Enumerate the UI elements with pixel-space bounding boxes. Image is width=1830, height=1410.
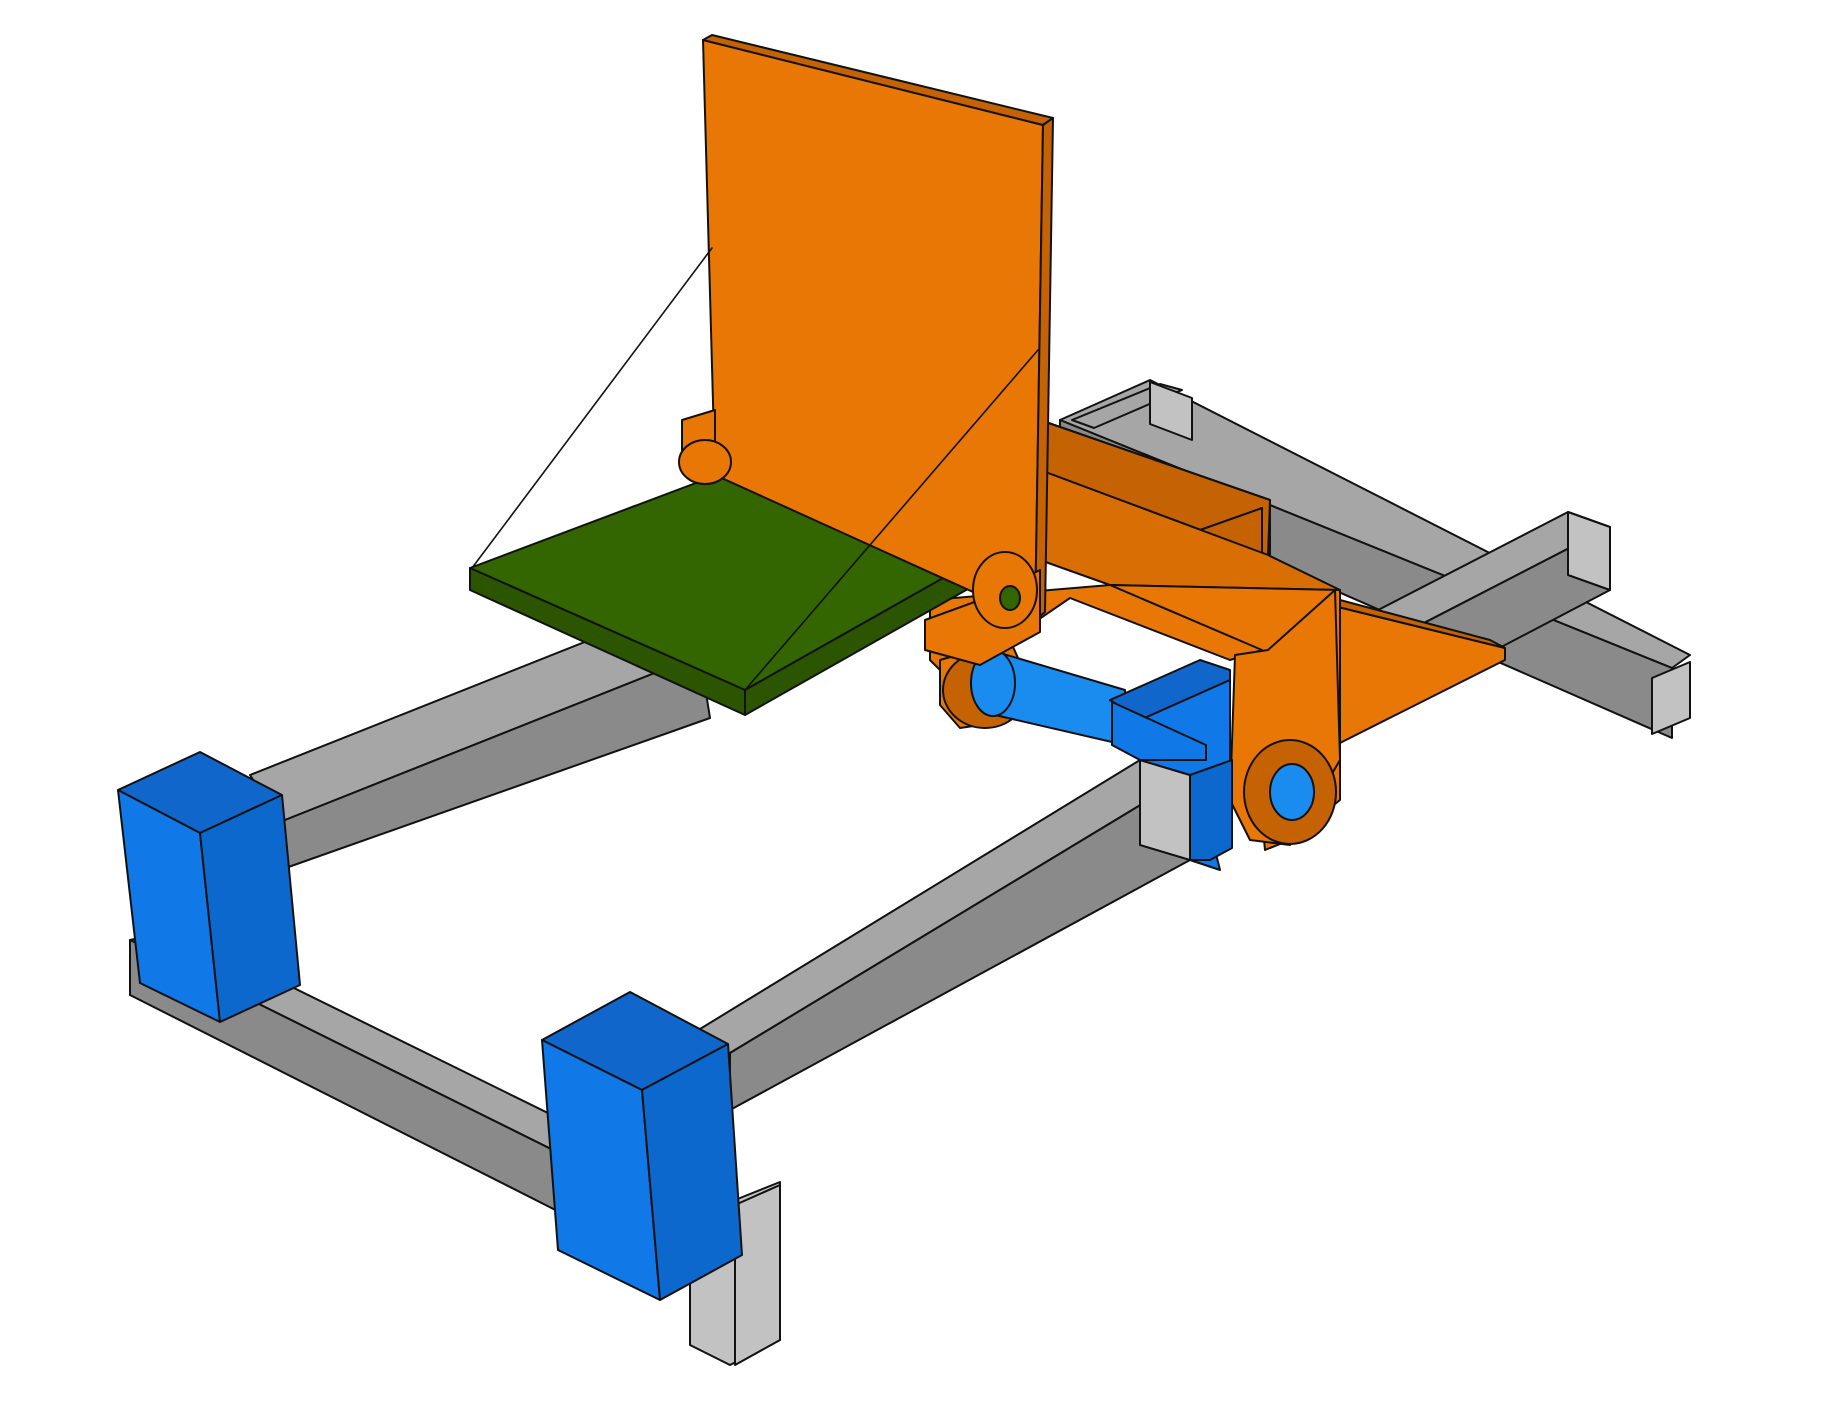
left-hinge (678, 409, 732, 485)
left-hinge-boss (678, 439, 732, 485)
front-long-bar (681, 759, 1191, 1111)
front-long-bar-front (729, 774, 1191, 1111)
carriage-ear-hole (1269, 763, 1315, 821)
front-long-bar-top (681, 759, 1191, 1054)
slider-block-face (1111, 701, 1207, 761)
front-cross-bar-end-face (734, 1184, 781, 1366)
support-cables (471, 247, 1039, 691)
left-support-cable (471, 247, 713, 569)
right-end-block (541, 991, 743, 1301)
right-support-cable (744, 349, 1039, 691)
left-end-block-side (199, 794, 301, 1023)
back-cross-bar-end (1651, 661, 1691, 735)
backrest-side-edge (1034, 117, 1054, 621)
slider-block-side (1189, 759, 1233, 861)
right-end-block-side (641, 1043, 743, 1301)
right-long-bar-end (1567, 511, 1611, 591)
slider-block (1109, 659, 1233, 871)
left-end-block (117, 751, 301, 1023)
front-long-bar-end (1139, 759, 1191, 861)
right-hinge (924, 551, 1041, 666)
right-hinge-pin (999, 585, 1021, 611)
back-cross-bar-end-upper (1149, 381, 1193, 441)
backrest (702, 34, 1054, 621)
drive-rod (970, 649, 1126, 746)
